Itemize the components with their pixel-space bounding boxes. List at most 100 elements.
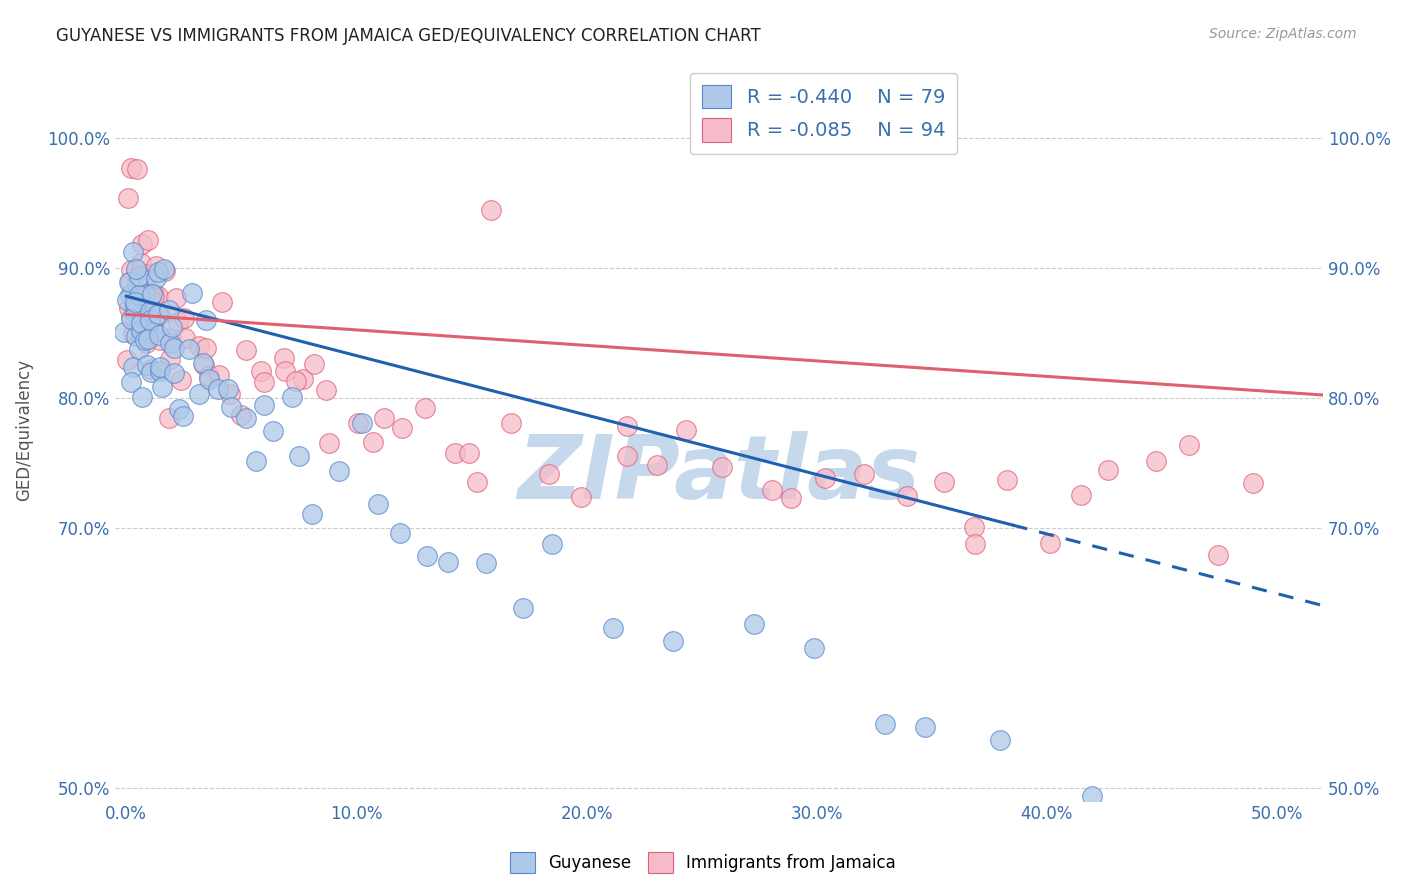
Point: [465, 475, 488, 489]
Text: Source: ZipAtlas.com: Source: ZipAtlas.com: [1209, 27, 1357, 41]
Point: [136, 326, 159, 340]
Point: [150, 380, 173, 394]
Point: [173, 311, 195, 326]
Point: [149, 308, 172, 322]
Point: [273, 351, 295, 365]
Point: [120, 310, 142, 325]
Point: [134, 333, 156, 347]
Legend: Guyanese, Immigrants from Jamaica: Guyanese, Immigrants from Jamaica: [503, 846, 903, 880]
Point: [710, 459, 733, 474]
Point: [263, 424, 285, 438]
Point: [602, 621, 624, 635]
Point: [250, 364, 273, 378]
Point: [288, 450, 311, 464]
Point: [141, 362, 163, 376]
Point: [541, 537, 564, 551]
Point: [118, 276, 141, 290]
Point: [124, 298, 146, 312]
Point: [166, 291, 188, 305]
Point: [141, 309, 163, 323]
Point: [149, 364, 172, 378]
Point: [235, 411, 257, 425]
Point: [780, 491, 803, 505]
Point: [131, 317, 153, 331]
Point: [124, 294, 146, 309]
Point: [170, 374, 193, 388]
Point: [253, 375, 276, 389]
Point: [135, 325, 157, 339]
Point: [163, 366, 186, 380]
Point: [148, 333, 170, 347]
Point: [361, 435, 384, 450]
Point: [159, 336, 181, 351]
Point: [499, 417, 522, 431]
Point: [1177, 437, 1199, 451]
Point: [128, 288, 150, 302]
Point: [157, 303, 180, 318]
Point: [120, 375, 142, 389]
Point: [122, 326, 145, 341]
Point: [148, 289, 170, 303]
Point: [281, 390, 304, 404]
Point: [284, 374, 307, 388]
Point: [172, 409, 194, 423]
Point: [128, 291, 150, 305]
Point: [129, 323, 152, 337]
Point: [253, 398, 276, 412]
Point: [457, 446, 479, 460]
Point: [1081, 789, 1104, 804]
Point: [173, 331, 195, 345]
Point: [135, 335, 157, 350]
Point: [934, 475, 956, 490]
Point: [675, 423, 697, 437]
Point: [963, 520, 986, 534]
Point: [167, 314, 190, 328]
Point: [198, 372, 221, 386]
Point: [188, 339, 211, 353]
Point: [136, 233, 159, 247]
Point: [138, 291, 160, 305]
Point: [373, 411, 395, 425]
Legend: R = -0.440    N = 79, R = -0.085    N = 94: R = -0.440 N = 79, R = -0.085 N = 94: [690, 73, 957, 153]
Point: [145, 270, 167, 285]
Point: [131, 236, 153, 251]
Point: [143, 287, 166, 301]
Point: [219, 400, 242, 414]
Point: [315, 383, 337, 397]
Point: [291, 372, 314, 386]
Point: [444, 446, 467, 460]
Point: [193, 358, 215, 372]
Point: [195, 342, 218, 356]
Point: [149, 359, 172, 374]
Point: [538, 467, 561, 481]
Point: [198, 368, 221, 383]
Point: [187, 387, 209, 401]
Point: [1144, 454, 1167, 468]
Point: [616, 418, 638, 433]
Point: [177, 342, 200, 356]
Text: ZIPatlas: ZIPatlas: [517, 431, 921, 518]
Point: [273, 364, 295, 378]
Point: [1208, 548, 1230, 562]
Point: [193, 356, 215, 370]
Point: [143, 289, 166, 303]
Point: [136, 332, 159, 346]
Point: [616, 450, 638, 464]
Point: [853, 467, 876, 481]
Point: [389, 526, 412, 541]
Point: [1070, 488, 1092, 502]
Point: [124, 296, 146, 310]
Point: [127, 293, 149, 308]
Point: [129, 327, 152, 342]
Point: [211, 294, 233, 309]
Point: [875, 717, 897, 731]
Point: [194, 313, 217, 327]
Point: [131, 293, 153, 308]
Point: [159, 410, 181, 425]
Point: [135, 268, 157, 282]
Y-axis label: GED/Equivalency: GED/Equivalency: [15, 359, 32, 501]
Point: [217, 383, 239, 397]
Point: [965, 536, 987, 550]
Point: [124, 306, 146, 320]
Point: [475, 557, 498, 571]
